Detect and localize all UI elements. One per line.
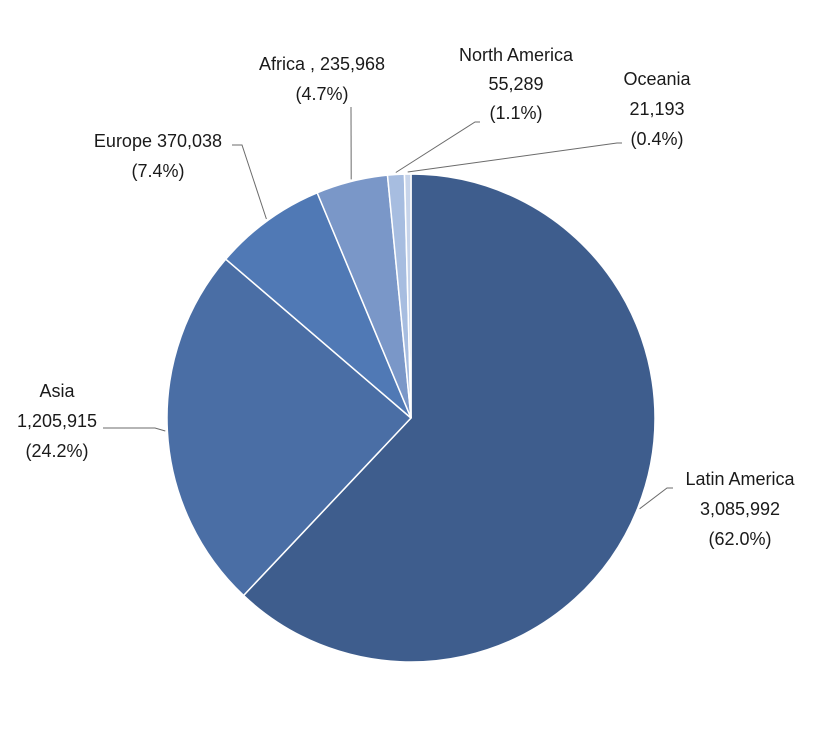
africa-pct: (4.7%) (295, 84, 348, 104)
latin-america-value: 3,085,992 (700, 499, 780, 519)
africa-value: 235,968 (320, 54, 385, 74)
pie-slices (166, 173, 656, 663)
oceania-pct: (0.4%) (630, 129, 683, 149)
oceania-name: Oceania (623, 69, 691, 89)
leader-line-asia (103, 427, 166, 432)
asia-value: 1,205,915 (17, 411, 97, 431)
label-asia: Asia 1,205,915 (24.2%) (17, 381, 97, 461)
leader-lines (103, 106, 673, 510)
pie-slice-asia (166, 258, 413, 597)
north-america-name: North America (459, 45, 574, 65)
label-latin-america: Latin America 3,085,992 (62.0%) (685, 469, 795, 549)
asia-name: Asia (39, 381, 75, 401)
svg-text:Europe 370,038: Europe 370,038 (94, 131, 222, 151)
north-america-value: 55,289 (488, 74, 543, 94)
svg-text:Africa , 235,968: Africa , 235,968 (259, 54, 385, 74)
africa-name: Africa (259, 54, 306, 74)
pie-slice-europe (224, 191, 412, 419)
europe-pct: (7.4%) (131, 161, 184, 181)
label-europe: Europe 370,038 (7.4%) (94, 131, 222, 181)
leader-line-europe (232, 144, 267, 220)
label-north-america: North America 55,289 (1.1%) (459, 45, 574, 123)
leader-line-north-america (395, 121, 480, 173)
north-america-pct: (1.1%) (489, 103, 542, 123)
pie-slice-oceania (403, 173, 412, 419)
europe-value: 370,038 (157, 131, 222, 151)
leader-line-latin-america (639, 487, 673, 510)
pie-slice-latin-america (242, 173, 656, 663)
latin-america-pct: (62.0%) (708, 529, 771, 549)
label-oceania: Oceania 21,193 (0.4%) (623, 69, 691, 149)
label-africa: Africa , 235,968 (4.7%) (259, 54, 385, 104)
asia-pct: (24.2%) (25, 441, 88, 461)
leader-line-oceania (407, 142, 622, 173)
oceania-value: 21,193 (629, 99, 684, 119)
europe-name: Europe (94, 131, 152, 151)
latin-america-name: Latin America (685, 469, 795, 489)
